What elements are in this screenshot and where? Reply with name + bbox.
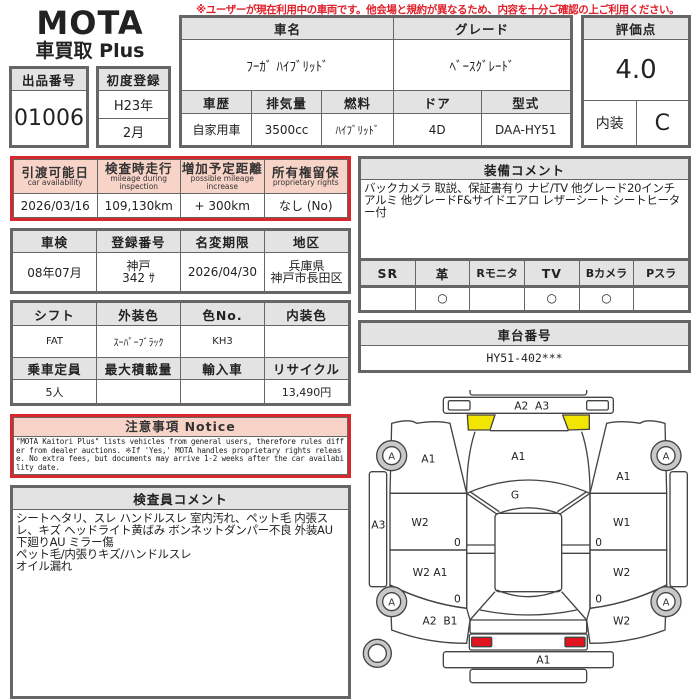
label-left-rear-door: W2 A1: [413, 566, 448, 579]
left-front-fender: [389, 420, 468, 494]
notice-box: 注意事項 Notice "MOTA Kaitori Plus" lists ve…: [10, 414, 351, 478]
label-left-rear-fender: A2 B1: [423, 614, 458, 627]
label-front-bumper: A2 A3: [514, 399, 549, 412]
warning-text: ※ユーザーが現在利用中の車両です。他会場と規約が異なるため、内容を十分ご確認の上…: [196, 4, 680, 16]
left-rear-fender: [389, 583, 471, 645]
listing-number-box: 出品番号 01006: [9, 66, 89, 148]
trunk: [469, 619, 588, 634]
label-right-front-door: W1: [613, 516, 630, 529]
availability-box: 引渡可能日 car availability 検査時走行 mileage durin…: [10, 156, 351, 221]
svg-text:A: A: [663, 451, 670, 462]
wheel-front-left-icon: A: [376, 439, 408, 472]
label-right-rear-fender: W2: [613, 614, 630, 627]
label-zero: 0: [595, 593, 602, 606]
listing-number: 01006: [11, 90, 87, 146]
svg-text:A: A: [388, 451, 395, 462]
score-value: 4.0: [583, 39, 689, 101]
taillight-right: [564, 636, 586, 648]
rear-panel: [468, 633, 588, 651]
label-zero: 0: [454, 536, 461, 549]
svg-text:A: A: [388, 597, 395, 608]
windshield-line: [466, 479, 591, 494]
fog-lamp-left: [447, 400, 471, 411]
chassis-number: HY51-402***: [360, 345, 689, 371]
label-rear-bumper: A1: [536, 654, 550, 667]
front-top-panel: [469, 390, 588, 396]
right-front-fender: [589, 420, 668, 494]
notice-text: "MOTA Kaitori Plus" lists vehicles from …: [13, 436, 348, 475]
svg-text:A: A: [663, 597, 670, 608]
registration-box: 車検 登録番号 名変期限 地区 08年07月 神戸 342 ｻ 2026/04/30 兵…: [10, 228, 351, 294]
roof-panel: [494, 512, 563, 593]
vehicle-info-box: 車名 グレード ﾌｰｶﾞ ﾊｲﾌﾞﾘｯﾄﾞ ﾍﾞｰｽｸﾞﾚｰﾄﾞ 車歴 排気量 燃料 ドア…: [179, 15, 573, 148]
label-right-rear-door: W2: [613, 566, 630, 579]
wheel-rear-left-icon: A: [376, 586, 408, 618]
left-sill: [368, 471, 388, 588]
right-rear-fender: [585, 583, 668, 645]
label-hood: A1: [511, 450, 525, 463]
label-left-sill: A3: [371, 519, 385, 532]
car-damage-diagram: A A A A A2 A3 A1 A1 A1 G W2 W1 W2 A1 W2 …: [362, 390, 688, 684]
label-zero: 0: [595, 536, 602, 549]
score-box: 評価点 4.0 内装 C: [581, 15, 691, 148]
car-name: ﾌｰｶﾞ ﾊｲﾌﾞﾘｯﾄﾞ: [181, 39, 394, 91]
fog-lamp-right: [586, 400, 609, 411]
chassis-box: 車台番号 HY51-402***: [358, 320, 691, 373]
spare-wheel-icon: [362, 638, 392, 668]
label-right-front-fender: A1: [616, 470, 630, 483]
label-roof: G: [511, 488, 519, 501]
label-zero: 0: [454, 593, 461, 606]
label-left-front-fender: A1: [421, 453, 435, 466]
pillar-b: [466, 544, 590, 554]
inspector-comment: シートヘタリ、スレ ハンドルスレ 室内汚れ、ペット毛 内張スレ、キズ ヘッドライ…: [12, 509, 349, 697]
rear-window-lines: [469, 589, 588, 621]
grade: ﾍﾞｰｽｸﾞﾚｰﾄﾞ: [392, 39, 572, 91]
a-pillars: [466, 491, 591, 515]
interior-grade: C: [635, 100, 689, 146]
options-box: SR 革 Rモニタ TV Bカメラ Pスラ ○ ○ ○: [358, 258, 691, 313]
headlight-left: [466, 414, 496, 431]
wheel-front-right-icon: A: [650, 439, 682, 472]
mota-logo: MOTA 車買取 Plus: [35, 4, 145, 62]
roof-front-line: [496, 507, 561, 515]
first-registration-box: 初度登録 H23年 2月: [96, 66, 171, 148]
specs-box: シフト 外装色 色No. 内装色 FAT ｽｰﾊﾟｰﾌﾞﾗｯｸ KH3 乗車定員 最大積載量…: [10, 300, 351, 406]
label-left-front-door: W2: [411, 516, 428, 529]
rear-bottom-panel: [469, 668, 588, 684]
rear-bumper: [442, 651, 614, 669]
hood-outline: [466, 431, 591, 494]
right-sill: [669, 471, 688, 588]
inspector-comment-box: 検査員コメント シートヘタリ、スレ ハンドルスレ 室内汚れ、ペット毛 内張スレ、…: [10, 485, 351, 699]
headlight-right: [561, 414, 590, 431]
front-bumper: [442, 396, 614, 414]
wheel-rear-right-icon: A: [650, 586, 682, 618]
taillight-left: [470, 636, 493, 648]
